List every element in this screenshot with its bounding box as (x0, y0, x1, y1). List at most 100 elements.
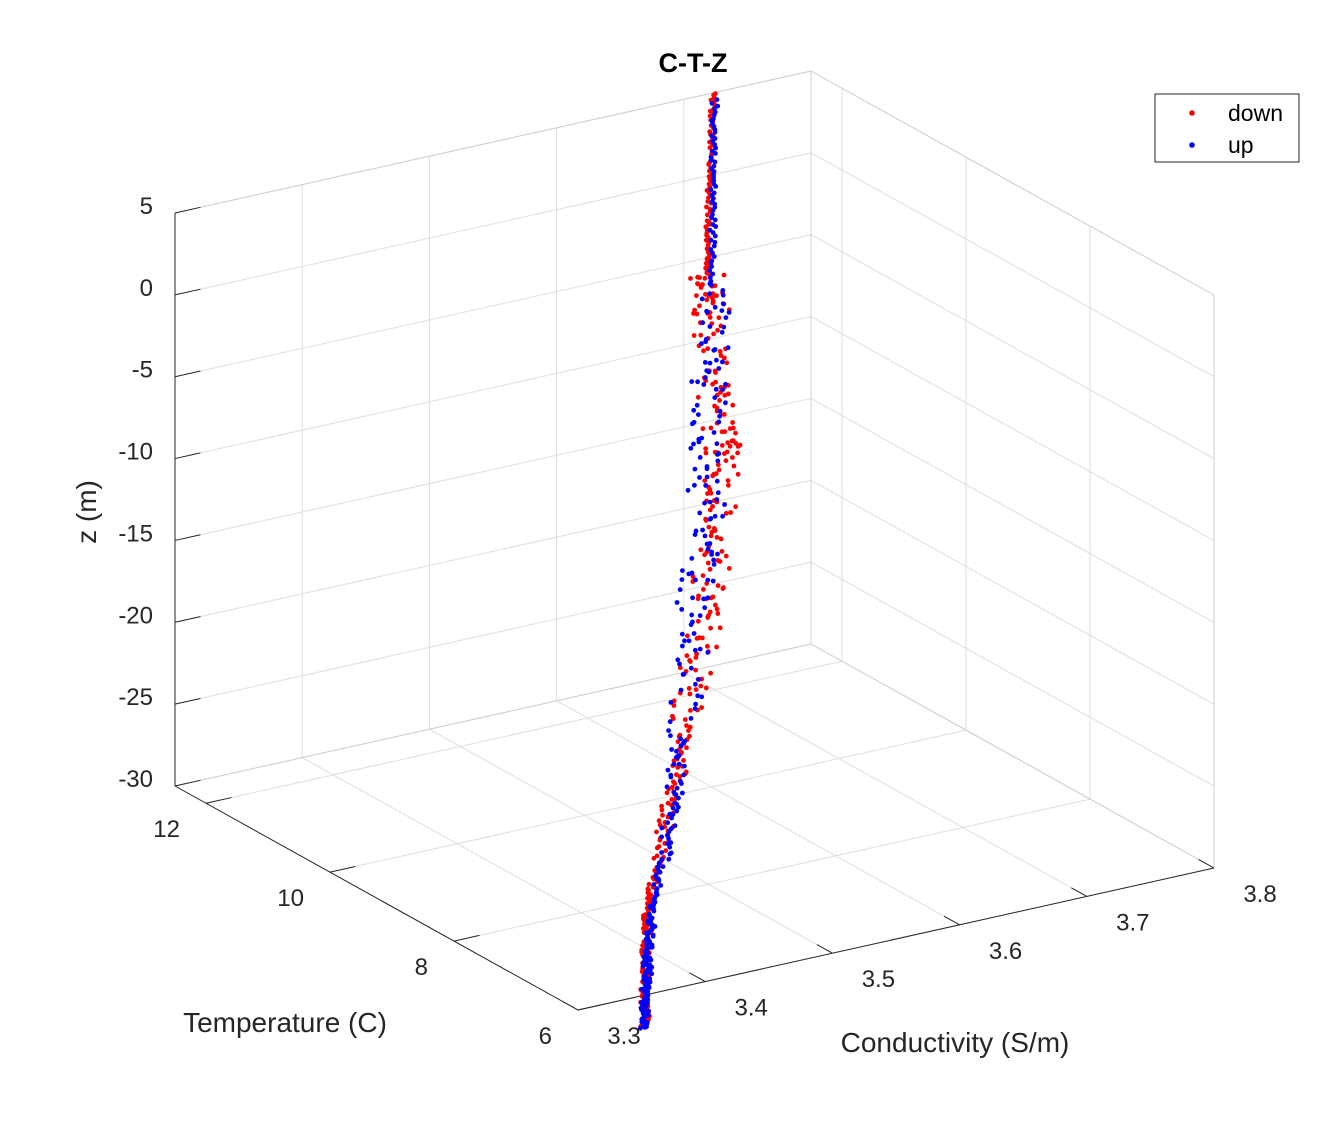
up-point (691, 631, 697, 636)
down-point (707, 145, 713, 151)
grid-line (683, 671, 1088, 897)
down-point (735, 450, 740, 456)
up-point (714, 478, 720, 484)
down-point (717, 398, 722, 403)
z-tick-label: -10 (118, 439, 153, 466)
z-tick (174, 697, 201, 705)
z-tick-label: -20 (118, 602, 153, 629)
up-point (702, 605, 708, 611)
up-point (659, 850, 664, 855)
up-point (657, 869, 663, 875)
up-point (640, 1001, 645, 1007)
down-point (716, 467, 722, 473)
up-point (674, 808, 680, 814)
down-point (722, 392, 728, 398)
up-point (673, 754, 679, 760)
down-point (702, 275, 708, 281)
down-point (694, 311, 700, 317)
up-point (678, 736, 683, 742)
up-point (679, 781, 684, 786)
up-point (676, 804, 681, 810)
up-point (680, 568, 685, 573)
down-point (703, 446, 709, 452)
up-point (693, 528, 699, 534)
down-point (723, 458, 729, 464)
up-point (681, 772, 687, 778)
up-point (650, 933, 656, 939)
up-point (713, 224, 719, 229)
temperature-tick-label: 8 (415, 954, 428, 981)
up-point (677, 587, 683, 592)
up-point (686, 638, 692, 644)
up-point (699, 435, 705, 441)
down-point (703, 685, 709, 691)
up-point (679, 631, 685, 637)
down-point (691, 333, 697, 338)
down-point (715, 462, 721, 468)
z-tick-label: 0 (140, 275, 153, 302)
down-point (708, 490, 714, 496)
up-point (666, 856, 672, 862)
up-point (648, 944, 654, 950)
up-point (649, 971, 655, 977)
up-point (707, 541, 713, 546)
up-point (711, 254, 717, 259)
up-point (696, 412, 701, 417)
grid-line (810, 561, 1215, 787)
up-point (716, 451, 722, 456)
up-point (659, 857, 665, 862)
up-point (711, 430, 717, 435)
temperature-axis-line (174, 785, 579, 1011)
down-point (704, 297, 710, 303)
up-point (648, 957, 654, 963)
down-point (728, 510, 733, 515)
up-point (712, 513, 718, 519)
up-point (689, 556, 695, 561)
up-point (688, 622, 694, 628)
z-tick-label: -15 (118, 520, 153, 547)
down-point (730, 420, 735, 425)
down-point (706, 524, 712, 530)
down-point (717, 625, 723, 631)
down-point (721, 412, 727, 417)
down-point (715, 327, 720, 333)
down-point (725, 478, 731, 483)
box-edge (174, 643, 812, 787)
z-tick (174, 534, 201, 541)
up-point (692, 482, 697, 488)
up-point (697, 475, 702, 480)
up-point (673, 792, 679, 797)
up-point (714, 357, 719, 363)
down-point (718, 536, 724, 542)
up-point (651, 882, 657, 887)
down-point (663, 848, 669, 854)
up-point (697, 455, 703, 460)
conductivity-tick (943, 915, 960, 926)
down-point (693, 655, 699, 660)
up-point (708, 187, 714, 192)
down-point (710, 300, 716, 306)
up-point (667, 851, 673, 857)
z-tick (174, 206, 201, 214)
down-point (695, 596, 701, 602)
up-point (637, 1025, 643, 1031)
up-point (697, 510, 703, 516)
grid-line (174, 561, 812, 705)
down-point (735, 471, 741, 477)
down-point (708, 625, 713, 631)
up-point (704, 464, 710, 469)
down-point (698, 547, 704, 553)
up-point (726, 310, 732, 315)
up-point (720, 387, 726, 392)
down-point (716, 315, 722, 321)
z-tick (174, 779, 201, 787)
down-point (670, 716, 676, 722)
grid-line (174, 397, 812, 541)
down-point (709, 529, 715, 535)
down-point (714, 535, 720, 540)
up-point (674, 748, 679, 754)
up-point (688, 716, 694, 721)
up-point (707, 268, 713, 273)
up-point (701, 596, 706, 602)
